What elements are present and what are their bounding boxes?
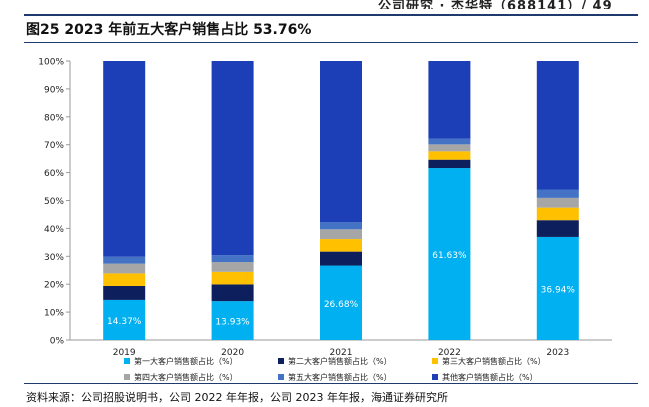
legend-label-5: 第五大客户销售额占比（%） — [288, 372, 392, 382]
legend-label-1: 第一大客户销售额占比（%） — [134, 356, 238, 366]
bar-segment-2022-series-5 — [428, 138, 471, 145]
bar-segment-2021-series-4 — [320, 229, 362, 240]
page-header-text: 公司研究 · 杰华特（688141）/ 49 — [378, 0, 613, 9]
bar-segment-2023-series-4 — [536, 197, 579, 208]
bar-segment-2020-series-5 — [211, 255, 254, 263]
data-label-2021: 26.68% — [324, 300, 359, 310]
legend-swatch-4 — [124, 374, 130, 380]
bar-segment-2023-series-1 — [536, 236, 579, 340]
bar-segment-2019-series-5 — [103, 256, 146, 264]
data-label-2020: 13.93% — [215, 318, 250, 328]
y-tick-label: 80% — [44, 113, 64, 123]
bar-segment-2019-series-6 — [103, 61, 146, 257]
x-tick-label-2021: 2021 — [330, 348, 353, 358]
y-tick-label: 60% — [44, 169, 64, 179]
figure-source: 资料来源：公司招股说明书，公司 2022 年年报，公司 2023 年年报，海通证… — [26, 391, 448, 404]
y-tick-label: 20% — [44, 281, 64, 291]
x-tick-label-2022: 2022 — [438, 348, 461, 358]
legend-swatch-3 — [432, 358, 438, 364]
legend-label-3: 第三大客户销售额占比（%） — [442, 356, 546, 366]
bar-segment-2019-series-3 — [103, 273, 146, 286]
bar-segment-2019-series-4 — [103, 263, 146, 274]
data-label-2023: 36.94% — [541, 285, 576, 295]
bar-segment-2021-series-5 — [320, 222, 362, 230]
y-tick-label: 30% — [44, 253, 64, 263]
bar-segment-2019-series-1 — [103, 299, 146, 340]
bar-segment-2020-series-6 — [211, 61, 254, 256]
bar-segment-2021-series-3 — [320, 239, 362, 252]
x-tick-label-2019: 2019 — [113, 348, 136, 358]
legend-swatch-1 — [124, 358, 130, 364]
y-tick-label: 0% — [50, 337, 65, 347]
y-tick-label: 70% — [44, 141, 64, 151]
y-tick-label: 10% — [44, 309, 64, 319]
bar-segment-2023-series-3 — [536, 207, 579, 221]
header-rule — [24, 14, 638, 16]
bar-segment-2023-series-2 — [536, 220, 579, 237]
x-tick-label-2020: 2020 — [221, 348, 244, 358]
legend-swatch-6 — [432, 374, 438, 380]
plot-area: 0% 10% 20% 30% 40% 50% 60% 70% 80% 90% 100% 14.37% 2… — [38, 58, 612, 358]
legend-swatch-5 — [278, 374, 284, 380]
bar-segment-2022-series-1 — [428, 168, 471, 340]
source-rule — [24, 383, 638, 384]
x-tick-label-2023: 2023 — [546, 348, 569, 358]
bar-segment-2020-series-2 — [211, 284, 254, 302]
data-label-2022: 61.63% — [432, 251, 467, 261]
bar-segment-2021-series-2 — [320, 251, 362, 266]
legend-label-4: 第四大客户销售额占比（%） — [134, 372, 238, 382]
legend-label-2: 第二大客户销售额占比（%） — [288, 356, 392, 366]
figure-title: 图25 2023 年前五大客户销售占比 53.76% — [26, 22, 312, 38]
bar-segment-2023-series-6 — [536, 61, 579, 190]
bar-segment-2022-series-4 — [428, 144, 471, 152]
y-tick-label: 50% — [44, 197, 64, 207]
bar-segment-2022-series-6 — [428, 61, 471, 139]
data-label-2019: 14.37% — [107, 317, 142, 327]
bar-segment-2022-series-2 — [428, 159, 471, 169]
y-tick-label: 90% — [44, 85, 64, 95]
chart-legend: 第一大客户销售额占比（%） 第二大客户销售额占比（%） 第三大客户销售额占比（%） 第… — [124, 356, 546, 382]
legend-label-6: 其他客户销售额占比（%） — [442, 372, 538, 382]
stacked-bar-chart: 0% 10% 20% 30% 40% 50% 60% 70% 80% 90% 100% 14.37% 2… — [38, 58, 612, 382]
bar-segment-2020-series-4 — [211, 262, 254, 272]
bar-segment-2023-series-5 — [536, 189, 579, 198]
bar-segment-2020-series-1 — [211, 301, 254, 340]
bar-segment-2021-series-1 — [320, 265, 362, 340]
bar-segment-2021-series-6 — [320, 61, 362, 223]
y-tick-label: 40% — [44, 225, 64, 235]
bar-segment-2019-series-2 — [103, 285, 146, 300]
title-rule — [24, 42, 638, 43]
bar-segment-2020-series-3 — [211, 271, 254, 285]
page-header: 公司研究 · 杰华特（688141）/ 49 — [378, 0, 649, 9]
bar-segment-2022-series-3 — [428, 151, 471, 160]
y-tick-label: 100% — [38, 58, 64, 68]
legend-swatch-2 — [278, 358, 284, 364]
